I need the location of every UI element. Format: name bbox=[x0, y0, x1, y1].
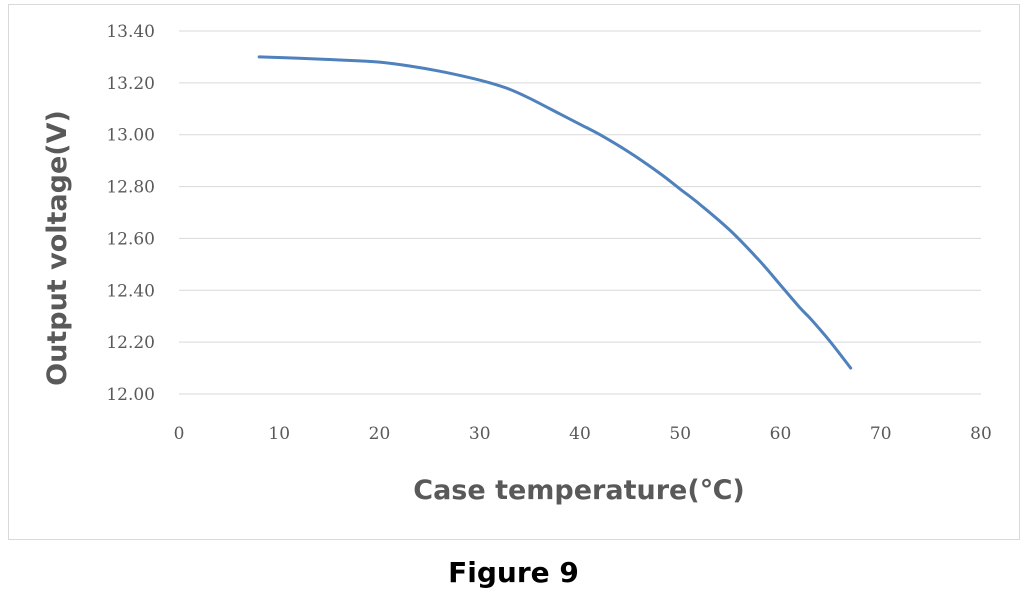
y-tick-label: 12.40 bbox=[106, 281, 155, 301]
x-tick-labels: 0 10 20 30 40 50 60 70 80 bbox=[174, 424, 992, 444]
y-tick-label: 12.00 bbox=[106, 385, 155, 405]
x-tick-label: 50 bbox=[669, 424, 691, 444]
x-tick-label: 30 bbox=[469, 424, 491, 444]
x-tick-label: 0 bbox=[174, 424, 185, 444]
y-tick-label: 12.80 bbox=[106, 178, 155, 198]
y-tick-label: 12.60 bbox=[106, 229, 155, 249]
chart-frame: 12.00 12.20 12.40 12.60 12.80 13.00 13.20 13.40… bbox=[8, 4, 1020, 540]
x-tick-label: 80 bbox=[970, 424, 992, 444]
y-tick-labels: 12.00 12.20 12.40 12.60 12.80 13.00 13.20 13.40 bbox=[106, 22, 155, 405]
series-line-0 bbox=[257, 55, 853, 370]
x-axis-title: Case temperature(℃) bbox=[413, 475, 744, 506]
x-tick-label: 60 bbox=[770, 424, 792, 444]
figure-caption: Figure 9 bbox=[448, 556, 579, 589]
series-layer bbox=[257, 55, 853, 370]
x-tick-label: 40 bbox=[569, 424, 591, 444]
y-tick-label: 13.40 bbox=[106, 22, 155, 42]
x-tick-label: 70 bbox=[870, 424, 892, 444]
y-tick-label: 12.20 bbox=[106, 333, 155, 353]
x-tick-label: 20 bbox=[369, 424, 391, 444]
x-tick-label: 10 bbox=[268, 424, 290, 444]
y-axis-title: Output voltage(V) bbox=[42, 110, 73, 386]
gridlines bbox=[179, 30, 981, 395]
y-tick-label: 13.00 bbox=[106, 126, 155, 146]
y-tick-label: 13.20 bbox=[106, 74, 155, 94]
line-chart: 12.00 12.20 12.40 12.60 12.80 13.00 13.20 13.40… bbox=[42, 22, 992, 506]
